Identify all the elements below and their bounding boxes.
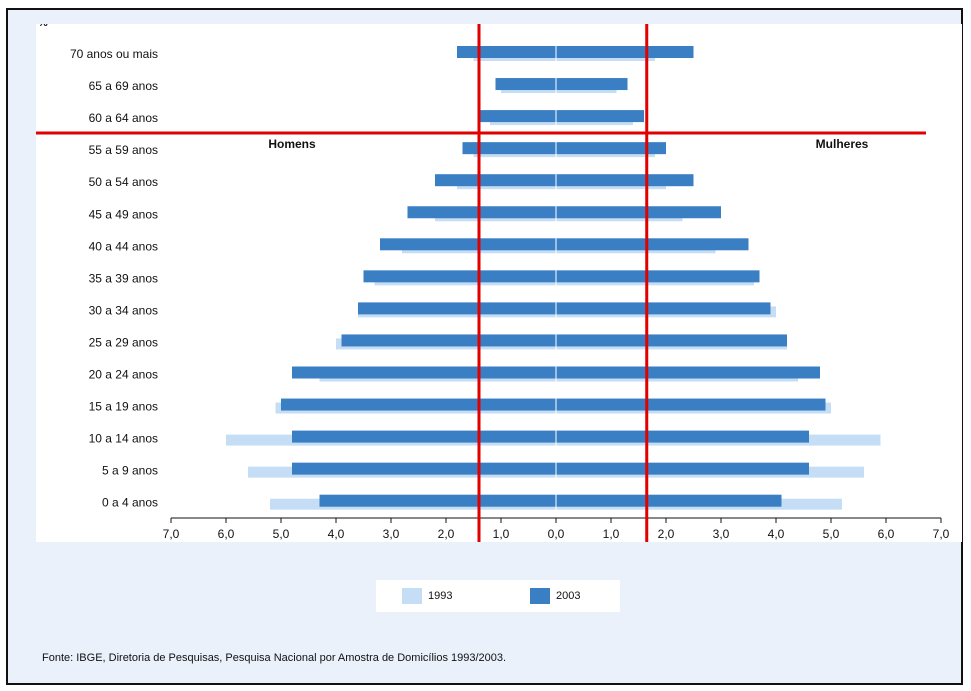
x-tick-label: 1,0 [493,527,510,541]
bar-2003-mulheres [556,270,760,283]
x-tick-label: 5,0 [823,527,840,541]
bar-2003-homens [479,110,556,123]
category-label: 45 a 49 anos [89,207,158,221]
category-label: 0 a 4 anos [102,496,158,510]
x-tick-label: 6,0 [218,527,235,541]
group-label-mulheres: Mulheres [816,137,869,151]
population-pyramid-chart: % 70 anos ou mais 65 a 69 anos 60 a 64 anos… [36,24,950,542]
legend-swatch-2003 [530,588,550,604]
bar-2003-homens [292,430,556,443]
bar-2003-mulheres [556,494,782,507]
category-label: 15 a 19 anos [89,400,158,414]
category-label: 5 a 9 anos [102,464,158,478]
bar-2003-homens [495,78,556,91]
bar-2003-mulheres [556,206,721,219]
bar-2003-homens [292,366,556,379]
category-label: 25 a 29 anos [89,335,158,349]
bar-2003-homens [435,174,556,187]
legend-label-1993: 1993 [428,590,453,602]
x-tick-label: 5,0 [273,527,290,541]
x-tick-label: 6,0 [878,527,895,541]
bar-2003-mulheres [556,46,694,58]
x-tick-label: 1,0 [603,527,620,541]
bar-2003-homens [380,238,556,251]
bar-2003-homens [363,270,556,283]
source-note: Fonte: IBGE, Diretoria de Pesquisas, Pes… [42,652,507,664]
bar-2003-homens [341,334,556,347]
legend-swatch-1993 [402,588,422,604]
x-tick-label: 4,0 [328,527,345,541]
bar-2003-mulheres [556,238,749,251]
bar-2003-homens [407,206,556,219]
legend: 1993 2003 [376,580,620,612]
category-label: 30 a 34 anos [89,303,158,317]
x-tick-label: 4,0 [768,527,785,541]
category-label: 35 a 39 anos [89,271,158,285]
legend-label-2003: 2003 [556,590,581,602]
x-tick-label: 7,0 [163,527,180,541]
x-tick-label: 2,0 [438,527,455,541]
x-tick-label: 3,0 [383,527,400,541]
bar-2003-homens [319,494,556,507]
bar-2003-homens [281,398,556,411]
bar-2003-homens [358,302,556,315]
bar-2003-homens [462,142,556,155]
category-label: 55 a 59 anos [89,143,158,157]
category-label: 40 a 44 anos [89,239,158,253]
plot-panel: % 70 anos ou mais 65 a 69 anos 60 a 64 anos… [36,24,962,542]
legend-item-1993: 1993 [402,588,452,604]
bar-2003-homens [292,462,556,475]
bar-2003-mulheres [556,110,644,123]
bar-2003-mulheres [556,462,809,475]
bar-2003-mulheres [556,142,666,155]
bar-2003-mulheres [556,430,809,443]
group-label-homens: Homens [268,137,316,151]
legend-item-2003: 2003 [530,588,580,604]
x-tick-label: 7,0 [933,527,950,541]
bar-2003-mulheres [556,78,628,91]
bar-2003-mulheres [556,334,787,347]
category-label: 65 a 69 anos [89,79,158,93]
x-tick-label: 3,0 [713,527,730,541]
x-tick-label: 2,0 [658,527,675,541]
category-label: 10 a 14 anos [89,432,158,446]
bar-2003-mulheres [556,174,694,187]
category-label: 60 a 64 anos [89,111,158,125]
category-label: 70 anos ou mais [70,47,158,61]
bar-2003-mulheres [556,398,826,411]
y-unit-label: % [38,24,48,29]
bar-2003-mulheres [556,366,820,379]
category-label: 20 a 24 anos [89,368,158,382]
category-label: 50 a 54 anos [89,175,158,189]
x-tick-label: 0,0 [548,527,565,541]
bar-2003-homens [457,46,556,58]
bar-2003-mulheres [556,302,771,315]
